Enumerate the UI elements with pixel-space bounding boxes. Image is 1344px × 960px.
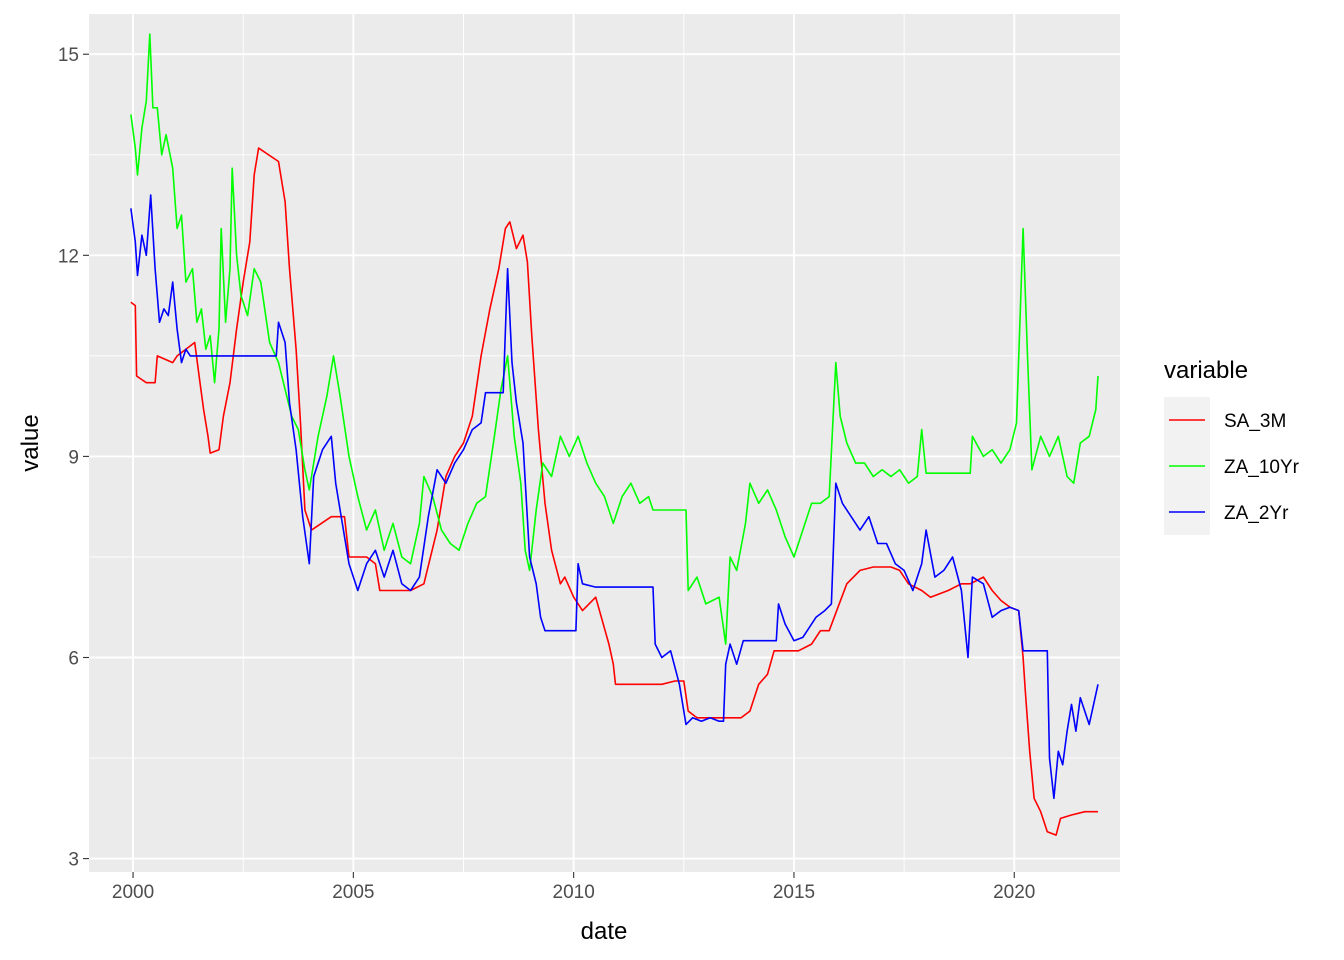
legend-item: SA_3M xyxy=(1164,397,1286,443)
legend-item: ZA_2Yr xyxy=(1164,489,1289,535)
y-tick-label: 6 xyxy=(68,649,79,670)
legend-title: variable xyxy=(1164,357,1248,384)
plot-panel xyxy=(89,14,1120,872)
x-tick-label: 2005 xyxy=(332,882,374,903)
legend-keys: SA_3M ZA_10Yr ZA_2Yr xyxy=(1164,397,1300,535)
x-tick-label: 2015 xyxy=(773,882,815,903)
x-tick-label: 2000 xyxy=(112,882,154,903)
legend: variable SA_3M ZA_10Yr ZA_2Yr xyxy=(1164,357,1300,535)
legend-label: SA_3M xyxy=(1224,411,1286,432)
y-axis-title: value xyxy=(17,414,44,471)
x-axis: 2000 2005 2010 2015 2020 xyxy=(112,872,1035,903)
series-line-sa-3m xyxy=(130,147,1098,836)
x-tick-label: 2020 xyxy=(993,882,1035,903)
series-lines xyxy=(130,33,1099,836)
y-tick-label: 3 xyxy=(68,850,79,871)
y-tick-label: 12 xyxy=(58,246,79,267)
legend-label: ZA_2Yr xyxy=(1224,503,1289,524)
y-axis: 3 6 9 12 15 xyxy=(58,45,89,871)
series-line-za-2yr xyxy=(130,194,1099,800)
x-tick-label: 2010 xyxy=(553,882,595,903)
legend-label: ZA_10Yr xyxy=(1224,457,1300,478)
y-tick-label: 9 xyxy=(68,447,79,468)
x-axis-title: date xyxy=(581,918,628,945)
legend-item: ZA_10Yr xyxy=(1164,443,1300,489)
series-line-za-10yr xyxy=(130,33,1099,645)
major-gridlines xyxy=(89,14,1120,872)
y-tick-label: 15 xyxy=(58,45,79,66)
